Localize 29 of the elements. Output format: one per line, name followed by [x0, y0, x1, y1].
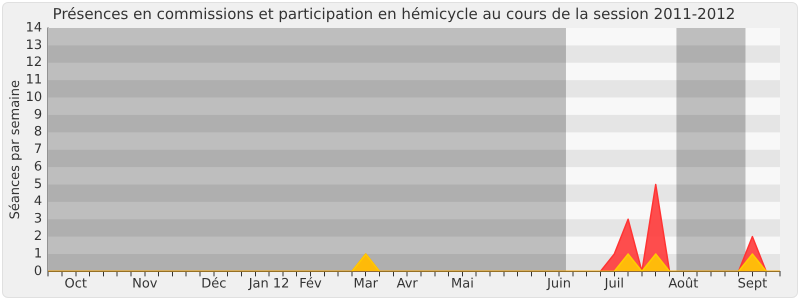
x-tick-label: Mar	[353, 276, 379, 292]
y-tick-label: 13	[26, 38, 42, 53]
y-tick-label: 12	[26, 55, 42, 70]
x-tick-label: Fév	[299, 276, 322, 292]
chart-title: Présences en commissions et participation en hémicycle au cours de la session 2011-2012	[52, 4, 736, 23]
y-tick-label: 5	[34, 176, 42, 192]
y-tick-label: 7	[34, 142, 42, 158]
x-tick-label: Oct	[64, 276, 87, 292]
y-tick-label: 4	[34, 194, 42, 210]
x-tick-label: Juil	[604, 276, 624, 292]
x-tick-label: Sept	[738, 276, 768, 292]
y-tick-label: 10	[26, 90, 42, 105]
y-tick-label: 6	[34, 159, 42, 174]
y-tick-label: 2	[34, 229, 42, 244]
x-tick-label: Août	[668, 276, 698, 292]
x-tick-label: Avr	[396, 276, 418, 292]
y-tick-label: 8	[34, 124, 42, 140]
x-tick-label: Mai	[451, 276, 474, 292]
x-tick-label: Déc	[201, 276, 226, 292]
x-tick-label: Jan 12	[248, 276, 290, 292]
x-tick-label: Nov	[132, 276, 158, 292]
y-tick-label: 1	[34, 246, 42, 262]
y-tick-label: 0	[34, 264, 42, 279]
y-axis-title: Séances par semaine	[8, 80, 24, 220]
y-tick-label: 14	[26, 20, 42, 36]
y-tick-label: 9	[34, 107, 42, 122]
y-tick-label: 3	[34, 212, 42, 227]
x-tick-label: Juin	[546, 276, 572, 292]
y-tick-label: 11	[26, 72, 42, 88]
